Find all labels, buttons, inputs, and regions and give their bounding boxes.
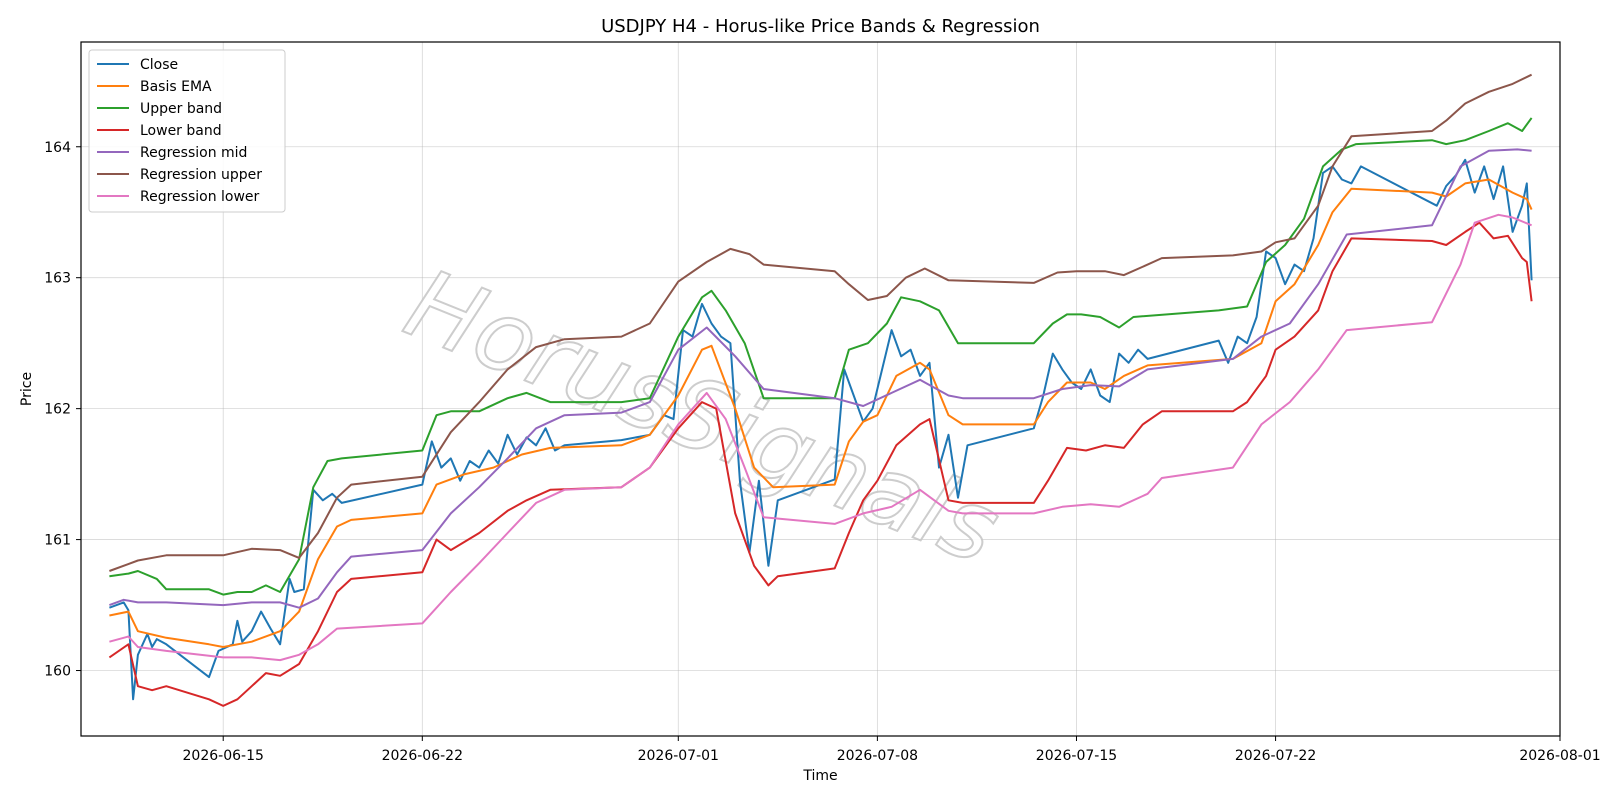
legend-label: Regression upper	[140, 167, 262, 183]
legend-label: Lower band	[140, 123, 222, 139]
series-line-regression-upper	[109, 73, 1533, 572]
series-line-basis-ema	[109, 178, 1533, 648]
chart-title: USDJPY H4 - Horus-like Price Bands & Reg…	[601, 16, 1040, 37]
legend-label: Regression lower	[140, 189, 260, 205]
x-tick-label: 2026-06-22	[382, 748, 463, 764]
y-axis-label: Price	[19, 372, 35, 406]
series-line-regression-mid	[109, 148, 1532, 609]
legend-box	[88, 49, 286, 213]
legend-label: Basis EMA	[140, 79, 212, 95]
grid	[81, 42, 1561, 736]
legend-label: Close	[140, 57, 178, 73]
x-tick-label: 2026-06-15	[183, 748, 264, 764]
legend-label: Regression mid	[140, 145, 247, 161]
series-line-close	[109, 158, 1533, 701]
series-line-lower-band	[108, 221, 1533, 707]
y-tick-label: 163	[44, 271, 71, 287]
x-tick-label: 2026-07-08	[837, 748, 918, 764]
series-layer	[108, 73, 1533, 707]
series-line-upper-band	[109, 117, 1533, 596]
x-tick-label: 2026-08-01	[1519, 748, 1600, 764]
x-tick-label: 2026-07-22	[1235, 748, 1316, 764]
x-axis: 2026-06-15 2026-06-22 2026-07-01 2026-07-08…	[183, 736, 1600, 764]
y-tick-label: 161	[44, 533, 71, 549]
legend: Close Basis EMA Upper band Lower band Regres…	[88, 49, 286, 213]
x-tick-label: 2026-07-15	[1036, 748, 1117, 764]
x-axis-label: Time	[802, 768, 837, 784]
y-tick-label: 164	[44, 140, 71, 156]
x-tick-label: 2026-07-01	[638, 748, 719, 764]
y-tick-label: 162	[44, 402, 71, 418]
legend-label: Upper band	[140, 101, 222, 117]
series-line-regression-lower	[109, 213, 1532, 662]
y-axis: 160 161 162 163 164	[44, 140, 81, 680]
plot-frame	[80, 41, 1561, 737]
y-tick-label: 160	[44, 664, 71, 680]
